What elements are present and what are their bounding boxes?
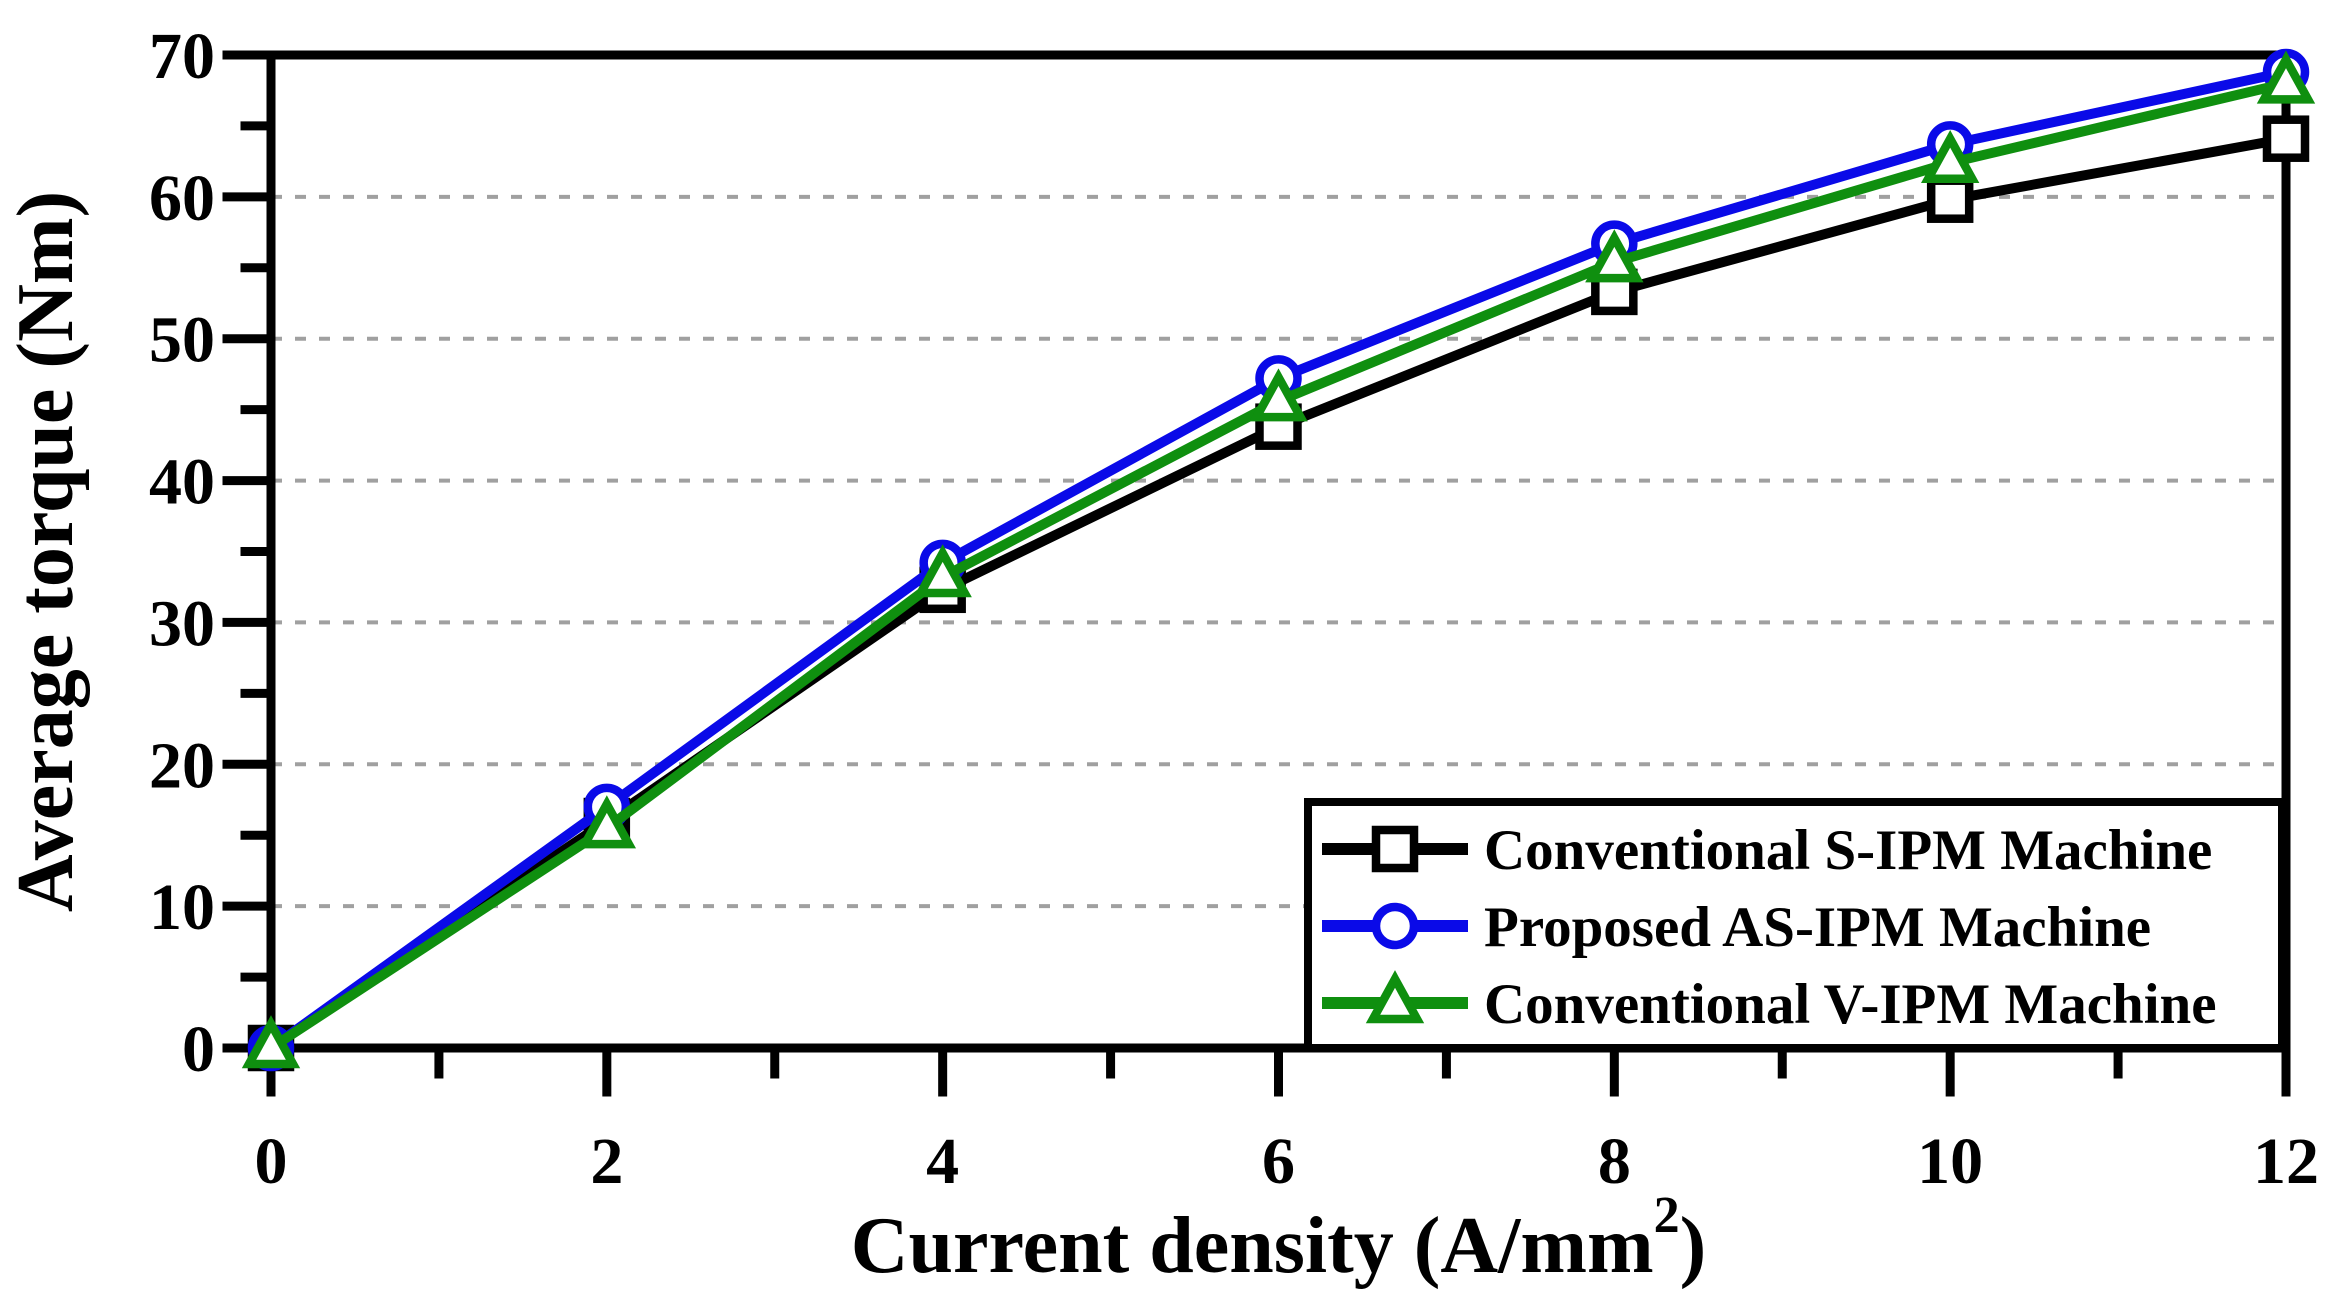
y-tick-label: 60: [149, 162, 215, 235]
legend-label: Conventional V-IPM Machine: [1484, 973, 2217, 1036]
y-tick-label: 10: [149, 871, 215, 944]
plot-frame: [266, 50, 2291, 1053]
x-tick-label: 10: [1917, 1125, 1983, 1198]
x-tick-label: 4: [926, 1125, 959, 1198]
circle-marker: [1371, 902, 1419, 950]
triangle-marker: [1920, 129, 1980, 184]
y-tick-label: 50: [149, 304, 215, 377]
y-tick-label: 40: [149, 446, 215, 519]
x-tick-label: 2: [590, 1125, 623, 1198]
triangle-marker: [1249, 368, 1308, 422]
square-marker: [1926, 176, 1974, 223]
legend-entry: Proposed AS-IPM Machine: [1322, 896, 2151, 959]
series-triangle: [241, 50, 2316, 1069]
y-tick-label: 20: [149, 729, 215, 802]
square-marker: [2262, 115, 2310, 162]
y-axis-title: Average torque (Nm): [2, 191, 90, 912]
triangle-marker: [241, 1015, 301, 1069]
legend-entry: Conventional V-IPM Machine: [1322, 970, 2217, 1036]
x-tick-label: 6: [1262, 1125, 1295, 1198]
x-tick-label: 0: [255, 1125, 288, 1198]
triangle-marker: [577, 795, 637, 849]
triangle-marker: [2256, 50, 2316, 104]
legend: Conventional S-IPM Machine Proposed AS-IP…: [1304, 798, 2286, 1052]
x-tick-label: 8: [1598, 1125, 1631, 1198]
legend-entry: Conventional S-IPM Machine: [1322, 819, 2212, 882]
legend-label: Proposed AS-IPM Machine: [1484, 896, 2151, 959]
legend-label: Conventional S-IPM Machine: [1484, 819, 2212, 882]
y-tick-label: 0: [182, 1013, 215, 1086]
x-axis-title: Current density (A/mm2): [851, 1187, 1707, 1290]
triangle-marker: [1365, 970, 1425, 1024]
triangle-marker: [1585, 229, 1644, 283]
square-marker: [1371, 825, 1419, 873]
y-tick-label: 70: [149, 20, 215, 93]
triangle-marker: [913, 544, 972, 598]
legend-box: [1304, 798, 2286, 1052]
x-tick-label: 12: [2253, 1125, 2319, 1198]
y-tick-label: 30: [149, 587, 215, 660]
